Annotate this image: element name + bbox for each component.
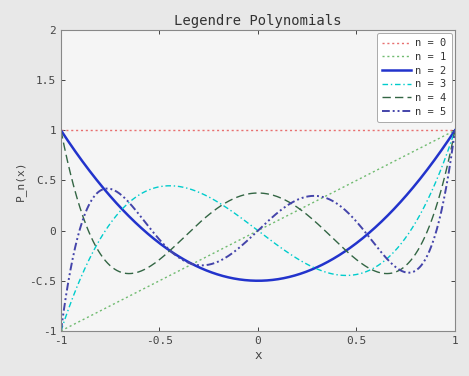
n = 5 <box>245 238 251 242</box>
Y-axis label: P_n(x): P_n(x) <box>15 160 26 201</box>
n = 3 <box>58 329 64 333</box>
n = 2 <box>248 278 253 283</box>
Line: n = 2: n = 2 <box>61 130 455 281</box>
n = 2 <box>58 128 64 133</box>
n = 2 <box>294 273 299 277</box>
n = 4 <box>246 191 252 196</box>
n = 3 <box>245 221 251 225</box>
n = 1 <box>272 220 277 224</box>
n = 3 <box>443 155 448 160</box>
n = 1 <box>443 133 448 137</box>
n = 1 <box>245 233 251 238</box>
n = 4 <box>382 271 387 276</box>
n = 2 <box>245 278 251 283</box>
Line: n = 5: n = 5 <box>61 130 455 331</box>
n = 3 <box>452 128 458 133</box>
n = 0 <box>381 128 386 133</box>
Title: Legendre Polynomials: Legendre Polynomials <box>174 14 342 27</box>
Line: n = 3: n = 3 <box>61 130 455 331</box>
n = 2 <box>452 128 458 133</box>
n = 4 <box>58 128 64 133</box>
n = 0 <box>245 128 251 133</box>
n = 5 <box>293 199 298 203</box>
n = 5 <box>248 235 253 240</box>
n = 4 <box>294 204 299 209</box>
Legend: n = 0, n = 1, n = 2, n = 3, n = 4, n = 5: n = 0, n = 1, n = 2, n = 3, n = 4, n = 5 <box>377 33 452 122</box>
n = 4 <box>443 168 449 173</box>
n = 0 <box>293 128 298 133</box>
n = 1 <box>381 164 386 169</box>
n = 0 <box>443 128 448 133</box>
n = 0 <box>58 128 64 133</box>
n = 3 <box>293 255 298 260</box>
n = 3 <box>248 223 253 227</box>
n = 5 <box>58 329 64 333</box>
n = 1 <box>248 232 253 237</box>
n = 5 <box>452 128 458 133</box>
n = 1 <box>452 128 458 133</box>
n = 2 <box>255 279 260 283</box>
n = 2 <box>382 216 387 221</box>
n = 4 <box>126 271 132 276</box>
n = 5 <box>443 189 448 194</box>
n = 0 <box>248 128 253 133</box>
n = 4 <box>249 191 254 196</box>
n = 4 <box>452 128 458 133</box>
n = 1 <box>293 209 298 214</box>
Line: n = 1: n = 1 <box>61 130 455 331</box>
n = 5 <box>272 214 277 218</box>
n = 3 <box>381 259 386 264</box>
n = 0 <box>452 128 458 133</box>
n = 2 <box>272 277 278 282</box>
n = 3 <box>272 241 277 245</box>
n = 2 <box>443 141 449 146</box>
X-axis label: x: x <box>254 349 262 361</box>
n = 4 <box>272 194 278 198</box>
n = 1 <box>58 329 64 333</box>
n = 0 <box>272 128 277 133</box>
n = 5 <box>381 253 386 258</box>
Line: n = 4: n = 4 <box>61 130 455 274</box>
